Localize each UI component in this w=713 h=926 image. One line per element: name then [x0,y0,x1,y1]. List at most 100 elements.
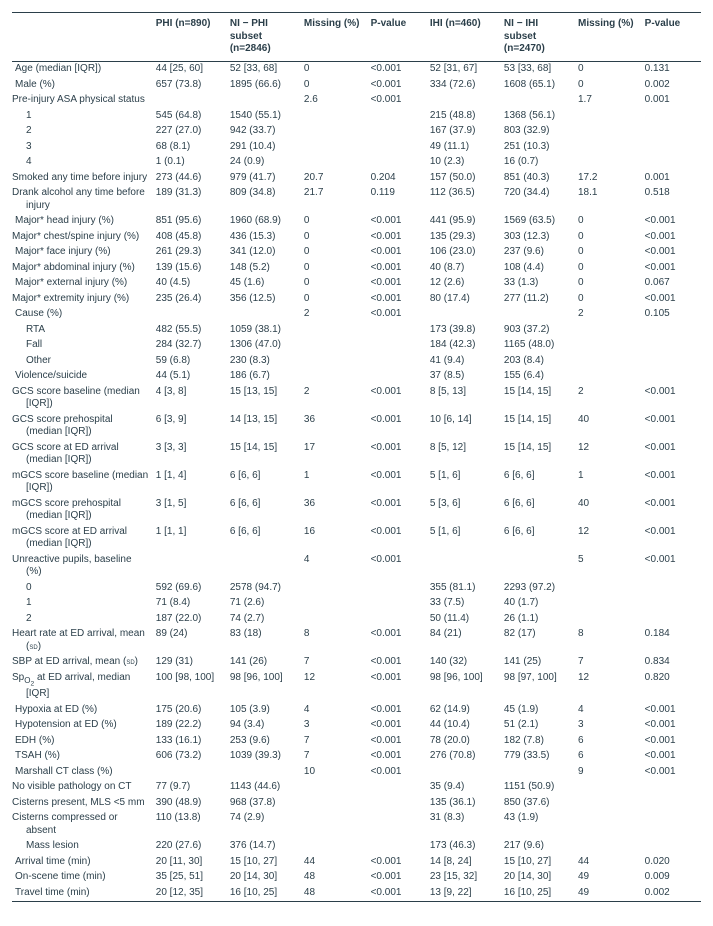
cell: 44 (5.1) [153,369,227,385]
cell [368,139,427,155]
cell: 40 [575,496,642,524]
cell: <0.001 [642,749,701,765]
cell [427,93,501,109]
cell [501,764,575,780]
cell [227,93,301,109]
cell: 6 [3, 9] [153,412,227,440]
cell: 52 [33, 68] [227,61,301,77]
cell [153,93,227,109]
cell [501,307,575,323]
cell: 155 (6.4) [501,369,575,385]
cell [642,596,701,612]
table-row: Pre-injury ASA physical status2.6<0.0011… [12,93,701,109]
table-row: GCS score baseline (median [IQR])4 [3, 8… [12,384,701,412]
table-row: 2227 (27.0)942 (33.7)167 (37.9)803 (32.9… [12,124,701,140]
table-row: Cisterns present, MLS <5 mm390 (48.9)968… [12,795,701,811]
cell [368,795,427,811]
cell: 227 (27.0) [153,124,227,140]
table-row: Cisterns compressed or absent110 (13.8)7… [12,811,701,839]
table-row: Male (%)657 (73.8)1895 (66.6)0<0.001334 … [12,77,701,93]
col-header-pvalue2: P-value [642,13,701,62]
cell [301,811,368,839]
row-label: Violence/suicide [12,369,153,385]
cell [575,780,642,796]
row-label: mGCS score baseline (median [IQR]) [12,468,153,496]
cell: 253 (9.6) [227,733,301,749]
cell: 139 (15.6) [153,260,227,276]
table-row: Marshall CT class (%)10<0.0019<0.001 [12,764,701,780]
cell [575,580,642,596]
cell: 78 (20.0) [427,733,501,749]
table-row: Fall284 (32.7)1306 (47.0)184 (42.3)1165 … [12,338,701,354]
cell: 21.7 [301,186,368,214]
cell: 8 [5, 13] [427,384,501,412]
cell: 720 (34.4) [501,186,575,214]
col-header-ni-ihi: NI − IHI subset (n=2470) [501,13,575,62]
cell: 2.6 [301,93,368,109]
row-label: Mass lesion [12,839,153,855]
cell: 18.1 [575,186,642,214]
cell: 44 [301,854,368,870]
cell: 6 [6, 6] [501,496,575,524]
cell [227,307,301,323]
cell [368,580,427,596]
cell: 0.119 [368,186,427,214]
cell [301,780,368,796]
cell: 261 (29.3) [153,245,227,261]
table-row: 368 (8.1)291 (10.4)49 (11.1)251 (10.3) [12,139,701,155]
cell: 7 [301,749,368,765]
cell [642,839,701,855]
cell: 173 (39.8) [427,322,501,338]
cell: 15 [10, 27] [501,854,575,870]
table-row: SBP at ED arrival, mean (sd)129 (31)141 … [12,655,701,671]
cell: 851 (95.6) [153,214,227,230]
cell: 83 (18) [227,627,301,655]
cell: 37 (8.5) [427,369,501,385]
cell: <0.001 [642,291,701,307]
cell: 1 [1, 4] [153,468,227,496]
col-header-ni-phi: NI − PHI subset (n=2846) [227,13,301,62]
cell: 12 [575,440,642,468]
cell: 237 (9.6) [501,245,575,261]
cell: 376 (14.7) [227,839,301,855]
cell: <0.001 [368,214,427,230]
cell [153,552,227,580]
cell: <0.001 [642,496,701,524]
cell: 9 [575,764,642,780]
cell: 106 (23.0) [427,245,501,261]
data-table: PHI (n=890) NI − PHI subset (n=2846) Mis… [12,12,701,902]
cell: 1039 (39.3) [227,749,301,765]
cell: 68 (8.1) [153,139,227,155]
cell: <0.001 [642,733,701,749]
col-header-rowlabel [12,13,153,62]
cell: 140 (32) [427,655,501,671]
cell: 0.002 [642,885,701,901]
cell: 14 [8, 24] [427,854,501,870]
cell: 33 (7.5) [427,596,501,612]
cell: 148 (5.2) [227,260,301,276]
row-label: Cisterns present, MLS <5 mm [12,795,153,811]
table-row: Age (median [IQR])44 [25, 60]52 [33, 68]… [12,61,701,77]
cell: <0.001 [368,733,427,749]
row-label: Cause (%) [12,307,153,323]
table-row: GCS score at ED arrival (median [IQR])3 … [12,440,701,468]
table-row: 2187 (22.0)74 (2.7)50 (11.4)26 (1.1) [12,611,701,627]
cell: 20 [12, 35] [153,885,227,901]
cell: 0 [301,77,368,93]
cell: <0.001 [642,412,701,440]
cell [642,811,701,839]
cell: 390 (48.9) [153,795,227,811]
row-label: Major* abdominal injury (%) [12,260,153,276]
cell: 74 (2.7) [227,611,301,627]
cell: 41 (9.4) [427,353,501,369]
cell: <0.001 [368,384,427,412]
table-row: Heart rate at ED arrival, mean (sd)89 (2… [12,627,701,655]
cell: 10 (2.3) [427,155,501,171]
cell: 251 (10.3) [501,139,575,155]
cell: 968 (37.8) [227,795,301,811]
cell [227,552,301,580]
cell: 355 (81.1) [427,580,501,596]
cell: 2293 (97.2) [501,580,575,596]
row-label: Fall [12,338,153,354]
cell: 100 [98, 100] [153,670,227,702]
